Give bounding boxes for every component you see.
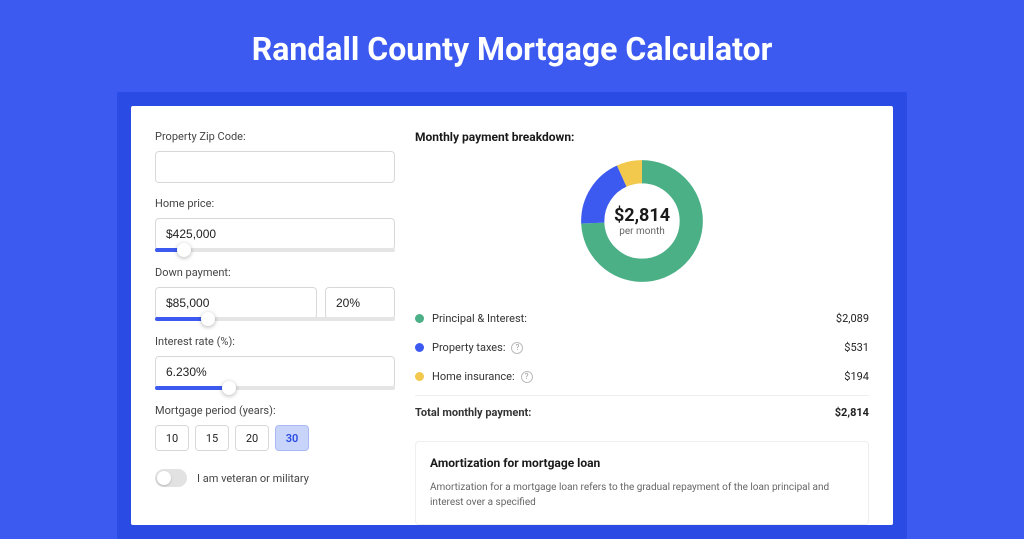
veteran-label: I am veteran or military [197,472,309,485]
page-title: Randall County Mortgage Calculator [0,0,1024,92]
legend-dot [415,314,424,323]
donut-sub: per month [619,226,665,237]
period-option-30[interactable]: 30 [275,425,309,451]
donut-chart-wrap: $2,814 per month [415,156,869,286]
veteran-toggle-knob [157,471,171,485]
price-slider[interactable] [155,248,395,252]
legend: Principal & Interest: $2,089 Property taxe… [415,304,869,391]
legend-value: $531 [844,341,869,354]
price-slider-thumb[interactable] [177,243,191,257]
form-column: Property Zip Code: Home price: Down paym… [155,130,395,525]
price-field: Home price: [155,197,395,252]
down-pct-input[interactable] [325,287,395,319]
down-amount-input[interactable] [155,287,317,319]
calculator-frame: Property Zip Code: Home price: Down paym… [117,92,907,539]
amortization-card: Amortization for mortgage loan Amortizat… [415,441,869,525]
zip-label: Property Zip Code: [155,130,395,143]
legend-label: Property taxes: [432,341,505,354]
rate-slider[interactable] [155,386,395,390]
donut-amount: $2,814 [614,205,670,226]
veteran-row: I am veteran or military [155,469,395,487]
period-field: Mortgage period (years): 10152030 [155,404,395,451]
period-option-20[interactable]: 20 [235,425,269,451]
amortization-text: Amortization for a mortgage loan refers … [430,480,854,510]
legend-label: Principal & Interest: [432,312,527,325]
down-slider-thumb[interactable] [201,312,215,326]
price-label: Home price: [155,197,395,210]
legend-label: Home insurance: [432,370,515,383]
period-label: Mortgage period (years): [155,404,395,417]
rate-field: Interest rate (%): [155,335,395,390]
info-icon[interactable]: ? [521,371,533,383]
rate-slider-thumb[interactable] [222,381,236,395]
donut-center: $2,814 per month [577,156,707,286]
down-slider[interactable] [155,317,395,321]
calculator-card: Property Zip Code: Home price: Down paym… [131,106,893,525]
rate-input[interactable] [155,356,395,388]
breakdown-column: Monthly payment breakdown: $2,814 per mo… [415,130,869,525]
info-icon[interactable]: ? [511,342,523,354]
legend-row-1: Property taxes:? $531 [415,333,869,362]
zip-field: Property Zip Code: [155,130,395,183]
price-input[interactable] [155,218,395,250]
down-label: Down payment: [155,266,395,279]
period-option-15[interactable]: 15 [195,425,229,451]
rate-label: Interest rate (%): [155,335,395,348]
legend-dot [415,343,424,352]
legend-dot [415,372,424,381]
zip-input[interactable] [155,151,395,183]
legend-row-2: Home insurance:? $194 [415,362,869,391]
legend-row-0: Principal & Interest: $2,089 [415,304,869,333]
legend-total-row: Total monthly payment: $2,814 [415,395,869,427]
donut-chart: $2,814 per month [577,156,707,286]
rate-slider-fill [155,386,229,390]
breakdown-title: Monthly payment breakdown: [415,130,869,144]
legend-value: $194 [844,370,869,383]
period-options: 10152030 [155,425,395,451]
veteran-toggle[interactable] [155,469,187,487]
amortization-title: Amortization for mortgage loan [430,456,854,470]
legend-value: $2,089 [836,312,869,325]
legend-total-value: $2,814 [835,406,869,419]
period-option-10[interactable]: 10 [155,425,189,451]
legend-total-label: Total monthly payment: [415,406,531,419]
down-field: Down payment: [155,266,395,321]
